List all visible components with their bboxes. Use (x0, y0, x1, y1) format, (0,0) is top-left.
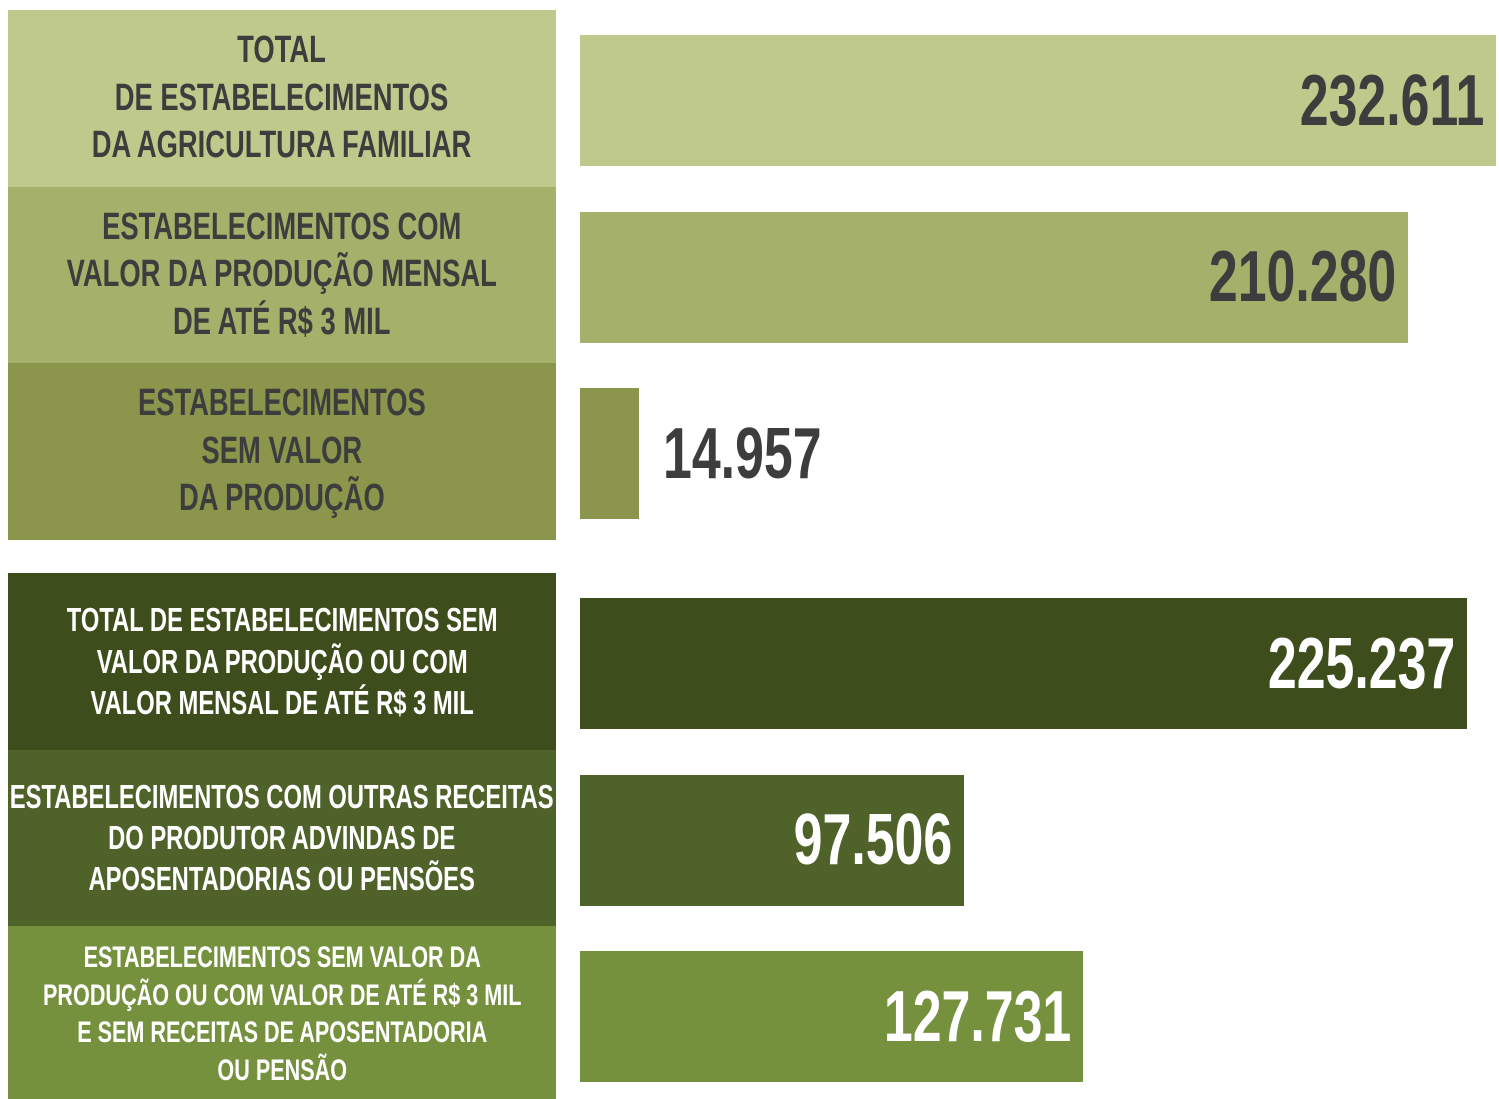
label-text: TOTAL DE ESTABELECIMENTOS SEM VALOR DA P… (66, 601, 498, 721)
label-text: ESTABELECIMENTOS SEM VALOR DA PRODUÇÃO O… (42, 941, 522, 1087)
value-label: 127.731 (883, 976, 1072, 1057)
row-label: ESTABELECIMENTOS SEM VALOR DA PRODUÇÃO (8, 363, 556, 540)
value-label: 232.611 (1299, 60, 1485, 141)
row-label: ESTABELECIMENTOS SEM VALOR DA PRODUÇÃO O… (8, 926, 556, 1099)
row-label: TOTAL DE ESTABELECIMENTOS DA AGRICULTURA… (8, 10, 556, 187)
bar (580, 211, 1409, 343)
label-text: ESTABELECIMENTOS COM VALOR DA PRODUÇÃO M… (66, 205, 498, 343)
row-label: ESTABELECIMENTOS COM VALOR DA PRODUÇÃO M… (8, 186, 556, 363)
row-label: TOTAL DE ESTABELECIMENTOS SEM VALOR DA P… (8, 573, 556, 750)
value-label: 97.506 (793, 800, 953, 880)
value-label: 14.957 (662, 413, 822, 494)
bar (580, 598, 1468, 729)
bar (580, 388, 639, 519)
row-label: ESTABELECIMENTOS COM OUTRAS RECEITAS DO … (8, 749, 556, 926)
label-text: ESTABELECIMENTOS COM OUTRAS RECEITAS DO … (10, 777, 554, 898)
label-text: ESTABELECIMENTOS SEM VALOR DA PRODUÇÃO (138, 382, 426, 519)
value-label: 210.280 (1209, 237, 1397, 317)
bar (580, 951, 1084, 1082)
bar (580, 35, 1497, 166)
bar (580, 774, 965, 906)
value-label: 225.237 (1268, 623, 1456, 704)
label-text: TOTAL DE ESTABELECIMENTOS DA AGRICULTURA… (92, 29, 472, 166)
